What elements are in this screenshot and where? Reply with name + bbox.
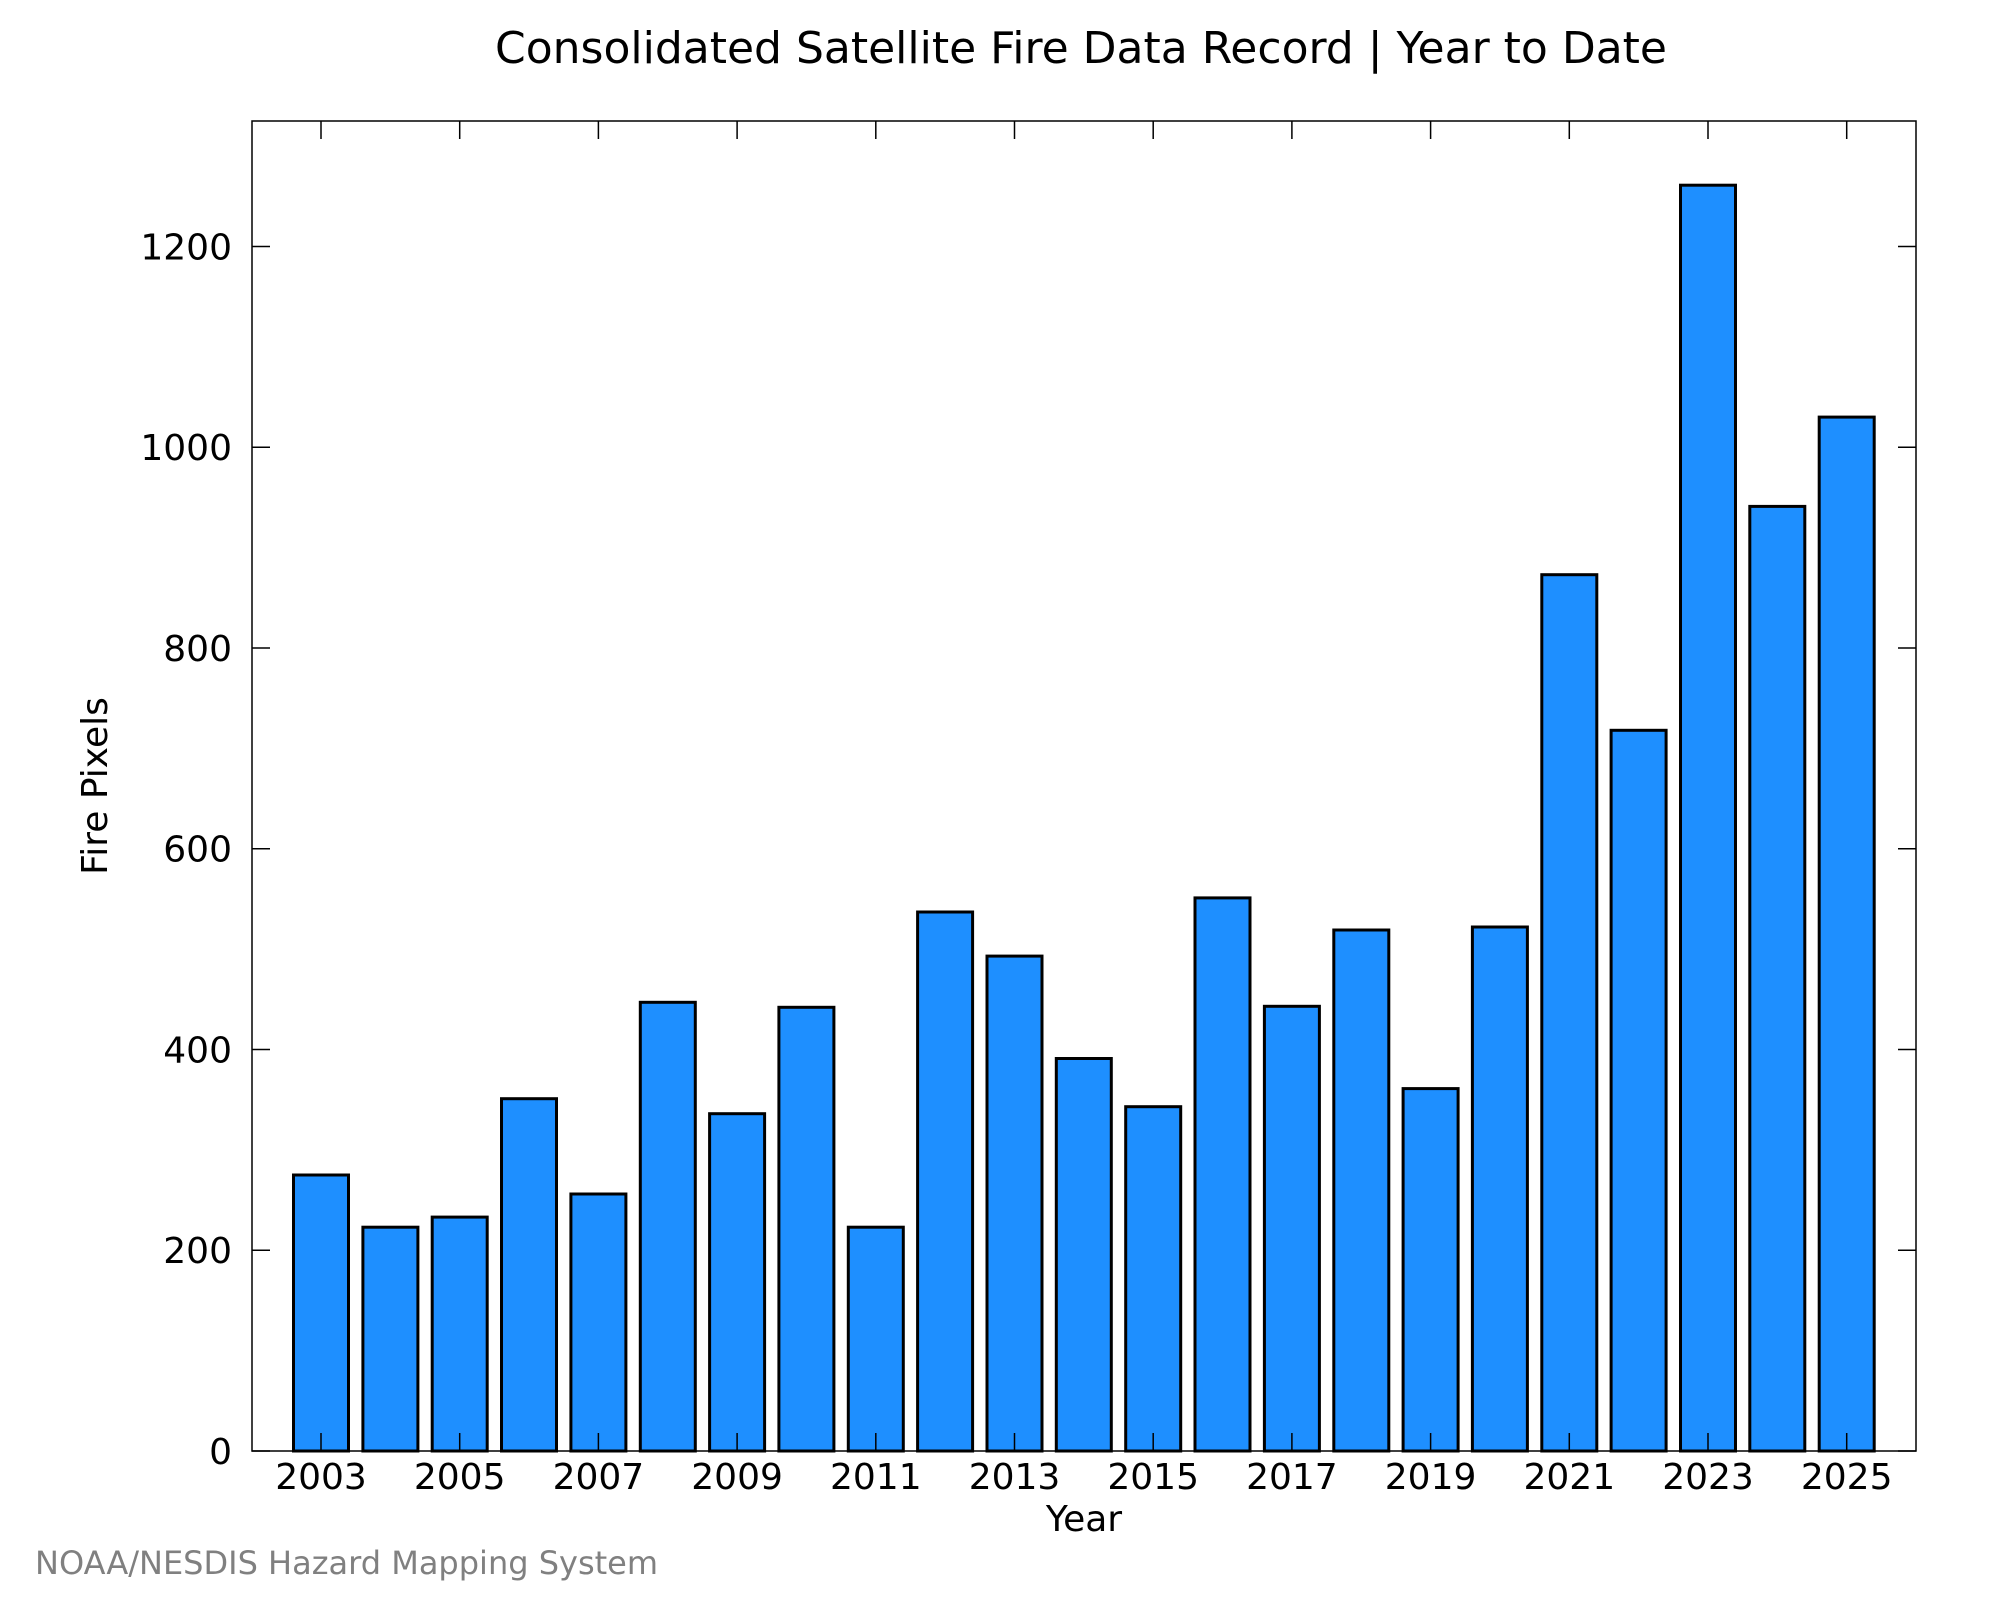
x-tick-label-2025: 2025 [1801,1457,1893,1498]
y-axis-label: Fire Pixels [75,697,116,875]
bar-2015 [1124,1105,1183,1453]
x-tick-label-2017: 2017 [1246,1457,1338,1498]
x-tick-label-2003: 2003 [275,1457,367,1498]
x-tick-label-2007: 2007 [553,1457,645,1498]
y-tick-label-1000: 1000 [140,428,232,469]
x-tick-label-2009: 2009 [691,1457,783,1498]
y-tick-label-400: 400 [163,1031,232,1072]
bar-2014 [1054,1057,1113,1453]
bar-2021 [1540,573,1599,1453]
x-axis-label: Year [1045,1499,1122,1540]
bar-2013 [985,954,1044,1453]
bar-2010 [777,1005,836,1453]
bar-2009 [708,1112,767,1453]
ticks-group [252,121,1916,1452]
bar-2019 [1401,1087,1460,1453]
bar-2018 [1332,928,1391,1453]
bar-2012 [916,910,975,1453]
bar-2025 [1817,415,1876,1453]
y-tick-label-1200: 1200 [140,228,232,269]
bars-group [292,183,1876,1453]
y-tick-label-600: 600 [163,830,232,871]
bar-2017 [1262,1004,1321,1453]
x-tick-label-2015: 2015 [1107,1457,1199,1498]
x-tick-label-2019: 2019 [1385,1457,1477,1498]
plot-frame [251,120,1917,1452]
bar-2008 [638,1000,697,1453]
x-tick-labels: 2003 2005 2007 2009 2011 2013 2015 2017 2019 2021… [275,1457,1892,1498]
y-tick-label-800: 800 [163,629,232,670]
y-tick-label-200: 200 [163,1231,232,1272]
x-tick-label-2023: 2023 [1662,1457,1754,1498]
bar-2004 [361,1225,420,1453]
bar-2023 [1679,183,1737,1453]
bar-2006 [500,1097,558,1453]
bar-2024 [1748,504,1807,1453]
bar-2011 [846,1225,905,1453]
x-tick-label-2011: 2011 [830,1457,922,1498]
bar-2007 [569,1192,628,1453]
bar-2022 [1609,728,1668,1453]
credit-text: NOAA/NESDIS Hazard Mapping System [35,1544,658,1582]
chart-title: Consolidated Satellite Fire Data Record … [495,23,1667,74]
y-tick-label-0: 0 [209,1432,232,1473]
x-tick-label-2021: 2021 [1523,1457,1615,1498]
bar-2016 [1193,896,1252,1453]
x-tick-label-2005: 2005 [414,1457,506,1498]
bar-2020 [1470,925,1529,1453]
y-tick-labels: 0 200 400 600 800 1000 1200 [140,228,232,1474]
x-tick-label-2013: 2013 [969,1457,1061,1498]
bar-2003 [292,1173,350,1453]
bar-2005 [430,1215,489,1453]
